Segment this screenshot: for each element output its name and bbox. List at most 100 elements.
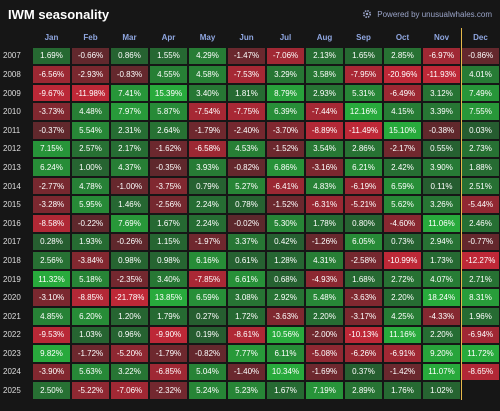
heat-cell: -7.85% — [188, 269, 227, 289]
row-label: 2021 — [0, 306, 32, 326]
heat-cell: -0.86% — [461, 46, 500, 66]
heat-cell: 4.55% — [149, 65, 188, 84]
heat-cell: 2.42% — [383, 158, 422, 177]
heat-cell: 4.25% — [383, 306, 422, 326]
heat-cell: -3.73% — [32, 102, 71, 121]
row-label: 2008 — [0, 65, 32, 84]
heat-cell: 7.77% — [227, 344, 266, 363]
heat-cell: -1.62% — [149, 139, 188, 159]
heat-cell: 2.20% — [422, 325, 461, 345]
heat-cell: 2.92% — [266, 288, 305, 307]
heat-cell: 1.68% — [344, 269, 383, 289]
heat-cell: 5.54% — [71, 120, 110, 140]
heat-cell: 4.83% — [305, 176, 344, 196]
heat-cell: 0.55% — [422, 139, 461, 159]
heat-cell: 5.27% — [227, 176, 266, 196]
row-label: 2019 — [0, 269, 32, 289]
heat-cell: 13.85% — [149, 288, 188, 307]
heat-cell: 6.59% — [383, 176, 422, 196]
heat-cell: -21.78% — [110, 288, 149, 307]
heat-cell: -12.27% — [461, 251, 500, 270]
heat-cell: 9.82% — [32, 344, 71, 363]
heat-cell: 6.05% — [344, 232, 383, 252]
heat-cell: -1.79% — [149, 344, 188, 363]
heat-cell: -5.20% — [110, 344, 149, 363]
heat-cell: -5.22% — [71, 381, 110, 400]
heat-cell: 7.55% — [461, 102, 500, 121]
heat-cell: -0.77% — [461, 232, 500, 252]
heat-cell: 0.61% — [227, 251, 266, 270]
heat-cell: 5.87% — [149, 102, 188, 121]
heat-cell: 2.51% — [461, 176, 500, 196]
heat-cell: 4.29% — [188, 46, 227, 66]
heat-cell: -3.84% — [71, 251, 110, 270]
heat-cell: 4.01% — [461, 65, 500, 84]
heat-cell: 0.27% — [188, 306, 227, 326]
heat-cell: 18.24% — [422, 288, 461, 307]
heat-cell: 1.02% — [422, 381, 461, 400]
heat-cell: -1.72% — [71, 344, 110, 363]
heat-cell: 6.39% — [266, 102, 305, 121]
heat-cell: 1.28% — [266, 251, 305, 270]
heat-cell: -2.17% — [383, 139, 422, 159]
heat-cell: 3.37% — [227, 232, 266, 252]
heat-cell: -1.00% — [110, 176, 149, 196]
powered-text: Powered by unusualwhales.com — [377, 9, 492, 19]
heat-cell: -3.16% — [305, 158, 344, 177]
heat-cell: 2.85% — [383, 46, 422, 66]
heat-cell: 3.90% — [422, 158, 461, 177]
heat-cell: -3.75% — [149, 176, 188, 196]
heat-cell: 5.31% — [344, 83, 383, 103]
heat-cell: 0.68% — [266, 269, 305, 289]
heat-cell: 1.65% — [344, 46, 383, 66]
heat-cell: -2.40% — [227, 120, 266, 140]
heat-cell: -0.38% — [422, 120, 461, 140]
heat-cell: -11.49% — [344, 120, 383, 140]
heat-cell: 15.10% — [383, 120, 422, 140]
heat-cell: 7.41% — [110, 83, 149, 103]
heat-cell: -8.65% — [461, 362, 500, 382]
column-header: Dec — [461, 28, 500, 46]
heat-cell: -1.42% — [383, 362, 422, 382]
heat-cell: 4.53% — [227, 139, 266, 159]
row-label: 2012 — [0, 139, 32, 159]
heat-cell: -2.56% — [149, 195, 188, 214]
heat-cell: 2.72% — [383, 269, 422, 289]
heat-cell: 3.39% — [422, 102, 461, 121]
heat-cell: 2.56% — [32, 251, 71, 270]
heat-cell: 7.69% — [110, 213, 149, 233]
heat-cell: 3.54% — [305, 139, 344, 159]
heat-cell: -6.26% — [344, 344, 383, 363]
heat-cell: 5.30% — [266, 213, 305, 233]
heat-cell: -7.54% — [188, 102, 227, 121]
heat-cell: 6.20% — [71, 306, 110, 326]
column-header: Feb — [71, 28, 110, 46]
heat-cell: 1.72% — [227, 306, 266, 326]
heat-cell: 1.88% — [461, 158, 500, 177]
row-label: 2023 — [0, 344, 32, 363]
heat-cell: 4.48% — [71, 102, 110, 121]
heat-cell: 8.79% — [266, 83, 305, 103]
heat-cell: 2.64% — [149, 120, 188, 140]
heat-cell: 2.24% — [188, 195, 227, 214]
heat-cell: 0.03% — [461, 120, 500, 140]
heat-cell: -0.02% — [227, 213, 266, 233]
heat-cell: -3.63% — [344, 288, 383, 307]
heat-cell: -8.61% — [227, 325, 266, 345]
heat-cell: -1.52% — [266, 195, 305, 214]
heat-cell: -0.26% — [110, 232, 149, 252]
heat-cell: 5.04% — [188, 362, 227, 382]
powered-by: Powered by unusualwhales.com — [362, 9, 492, 19]
column-header: Aug — [305, 28, 344, 46]
heat-cell: 7.49% — [461, 83, 500, 103]
heat-cell: 3.93% — [188, 158, 227, 177]
column-header: Apr — [149, 28, 188, 46]
heat-cell: 1.96% — [461, 306, 500, 326]
heat-cell: 2.86% — [344, 139, 383, 159]
heat-cell: 5.63% — [71, 362, 110, 382]
heat-cell: -8.85% — [71, 288, 110, 307]
column-header: Mar — [110, 28, 149, 46]
heat-cell: -2.32% — [149, 381, 188, 400]
row-label: 2020 — [0, 288, 32, 307]
